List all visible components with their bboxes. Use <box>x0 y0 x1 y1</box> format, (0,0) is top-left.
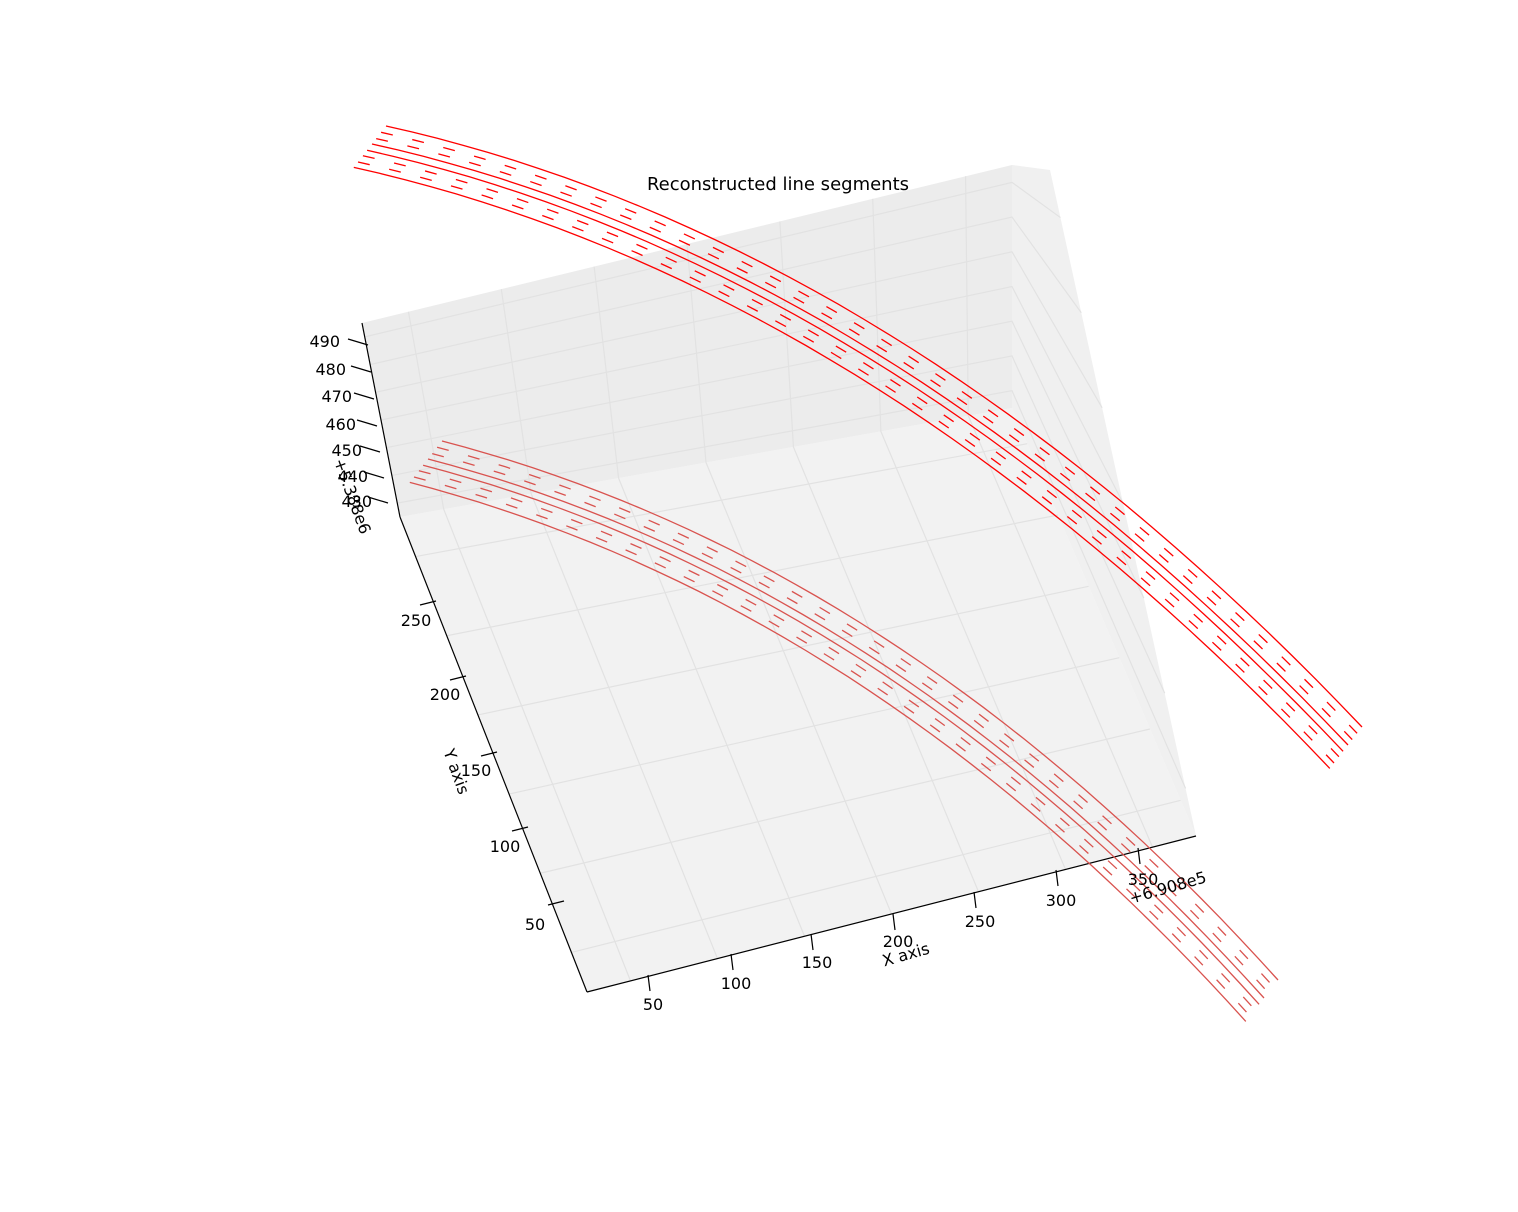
series-line-upper <box>362 155 1340 758</box>
series-line-lower <box>409 481 1247 1022</box>
x-tick-mark <box>810 933 814 951</box>
series-line-lower <box>441 440 1279 981</box>
x-tick-label: 100 <box>721 974 752 993</box>
x-tick-label: 200 <box>883 932 914 951</box>
y-tick-mark <box>419 600 437 606</box>
grid-line-z <box>375 251 1103 409</box>
y-tick-mark <box>449 675 467 681</box>
grid-line-z <box>386 320 1145 599</box>
grid-line-x <box>686 243 893 915</box>
y-tick-label: 50 <box>525 915 545 934</box>
grid-line-x <box>964 176 1154 848</box>
x-tick-label: 250 <box>965 912 996 931</box>
series-line-upper <box>376 137 1353 741</box>
tick-marks: 50 100 150 200 250 300 350 50 100 150 200 250 430 440… <box>309 332 1158 1014</box>
series-line-upper <box>385 125 1363 728</box>
z-tick-label: 470 <box>321 387 352 406</box>
grid-line-y <box>415 443 1028 558</box>
grid-line-z <box>397 389 1187 789</box>
series-lines <box>353 125 1363 1022</box>
z-tick-mark <box>367 496 389 504</box>
z-tick-mark <box>363 471 385 479</box>
grid-line-y <box>477 585 1089 716</box>
grid-lines <box>364 176 1187 982</box>
grid-line-x <box>407 311 632 982</box>
series-line-lower <box>418 470 1256 1011</box>
z-tick-mark <box>356 419 378 427</box>
series-line-upper <box>357 161 1335 764</box>
series-line-upper <box>371 143 1349 746</box>
series-line-upper <box>380 131 1358 734</box>
x-tick-mark <box>1137 847 1141 865</box>
x-tick-mark <box>892 913 896 931</box>
z-tick-label: 480 <box>315 360 346 379</box>
y-tick-label: 200 <box>430 685 461 704</box>
x-tick-label: 300 <box>1046 891 1077 910</box>
grid-line-x <box>500 289 719 959</box>
z-tick-label: 430 <box>341 492 372 511</box>
z-tick-mark <box>350 365 372 373</box>
x-tick-label: 150 <box>802 953 833 972</box>
z-tick-mark <box>359 445 381 453</box>
series-line-lower <box>422 464 1260 1005</box>
series-line-lower <box>413 476 1251 1017</box>
y-axis-line <box>399 516 588 993</box>
grid-line-z <box>370 216 1082 366</box>
back-wall-pane <box>362 165 1012 517</box>
grid-line-z <box>364 181 1061 338</box>
grid-line-z <box>391 355 1166 694</box>
z-tick-label: 490 <box>309 332 340 351</box>
series-line-upper <box>366 149 1344 752</box>
axis-lines <box>361 322 1197 993</box>
z-axis-line <box>361 322 401 518</box>
x-tick-mark <box>730 953 734 971</box>
y-tick-mark <box>547 900 565 906</box>
z-tick-label: 460 <box>325 415 356 434</box>
z-tick-label: 440 <box>337 467 368 486</box>
grid-line-z <box>380 285 1124 504</box>
y-tick-label: 150 <box>461 761 492 780</box>
z-tick-mark <box>347 338 369 346</box>
z-tick-mark <box>353 392 375 400</box>
x-axis-line <box>586 835 1197 993</box>
y-tick-mark <box>511 826 529 832</box>
x-tick-mark <box>1055 869 1059 887</box>
y-tick-mark <box>480 751 498 757</box>
x-tick-label: 50 <box>643 995 663 1014</box>
x-tick-mark <box>647 974 651 992</box>
grid-line-y <box>540 728 1151 874</box>
grid-line-x <box>779 221 980 892</box>
series-line-upper <box>353 166 1331 769</box>
x-tick-mark <box>973 891 977 909</box>
right-wall-pane <box>1012 165 1196 836</box>
y-tick-label: 100 <box>490 837 521 856</box>
grid-line-y <box>508 657 1120 795</box>
chart-title: Reconstructed line segments <box>647 174 909 195</box>
series-line-lower <box>436 446 1274 987</box>
grid-line-x <box>593 266 806 937</box>
z-tick-label: 450 <box>331 441 362 460</box>
grid-line-y <box>446 514 1059 637</box>
series-line-lower <box>427 458 1265 999</box>
x-tick-label: 350 <box>1128 870 1159 889</box>
y-tick-label: 250 <box>401 611 432 630</box>
series-line-lower <box>432 452 1269 994</box>
